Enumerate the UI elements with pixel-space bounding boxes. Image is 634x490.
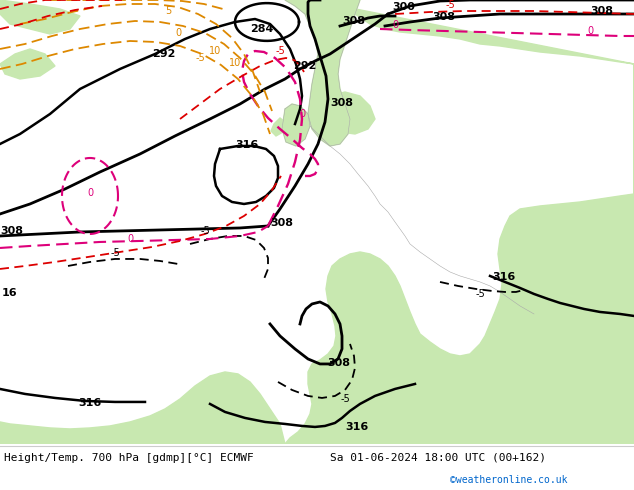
Polygon shape (0, 49, 55, 79)
Text: Sa 01-06-2024 18:00 UTC (00+162): Sa 01-06-2024 18:00 UTC (00+162) (330, 453, 546, 463)
Text: -5: -5 (200, 226, 210, 236)
Text: 10: 10 (209, 46, 221, 56)
Text: 0: 0 (127, 234, 133, 244)
Text: 284: 284 (250, 24, 274, 34)
Polygon shape (285, 0, 360, 146)
Text: 0: 0 (87, 188, 93, 198)
Text: 308: 308 (432, 12, 455, 22)
Text: ©weatheronline.co.uk: ©weatheronline.co.uk (450, 475, 567, 485)
Text: -5: -5 (340, 394, 350, 404)
Text: 292: 292 (293, 61, 316, 71)
Text: -5: -5 (475, 289, 485, 299)
Text: 16: 16 (2, 288, 18, 298)
Polygon shape (285, 0, 634, 444)
Text: 5: 5 (165, 6, 171, 16)
Text: 300: 300 (392, 2, 415, 12)
Polygon shape (282, 104, 310, 146)
Text: -5: -5 (195, 53, 205, 63)
Text: 316: 316 (492, 272, 515, 282)
Text: 0: 0 (587, 26, 593, 36)
Text: 308: 308 (270, 218, 293, 228)
Text: 308: 308 (342, 16, 365, 26)
Text: 308: 308 (327, 358, 350, 368)
Text: -5: -5 (110, 248, 120, 258)
Polygon shape (271, 118, 285, 136)
Text: 292: 292 (152, 49, 176, 59)
Text: 10: 10 (229, 58, 241, 68)
Text: 0: 0 (392, 20, 398, 30)
Text: 316: 316 (235, 140, 258, 150)
Text: 308: 308 (590, 6, 613, 16)
Text: 308: 308 (0, 226, 23, 236)
Text: 316: 316 (345, 422, 368, 432)
Text: 308: 308 (330, 98, 353, 108)
Text: 0: 0 (175, 28, 181, 38)
Polygon shape (0, 372, 285, 444)
Polygon shape (320, 92, 375, 134)
Text: -5: -5 (445, 0, 455, 10)
Text: 0: 0 (299, 109, 305, 119)
Polygon shape (0, 0, 80, 34)
Text: 316: 316 (78, 398, 101, 408)
Text: -5: -5 (275, 46, 285, 56)
Text: Height/Temp. 700 hPa [gdmp][°C] ECMWF: Height/Temp. 700 hPa [gdmp][°C] ECMWF (4, 453, 254, 463)
